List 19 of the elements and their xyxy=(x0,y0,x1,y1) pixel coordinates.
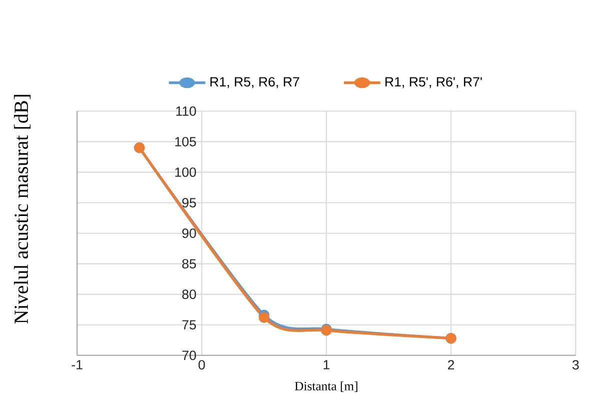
y-tick-label: 75 xyxy=(182,320,196,330)
y-tick-label: 100 xyxy=(175,167,196,177)
x-tick-label: 3 xyxy=(572,360,579,370)
y-tick-label: 90 xyxy=(182,228,196,238)
y-axis-title: Nivelul acustic masurat [dB] xyxy=(14,94,31,324)
y-tick-label: 70 xyxy=(182,350,196,360)
x-tick-label: 2 xyxy=(448,360,454,370)
y-tick-label: 80 xyxy=(182,289,196,299)
legend-label: R1, R5, R6, R7 xyxy=(210,76,300,88)
x-tick-label: 1 xyxy=(324,360,330,370)
y-tick-label: 85 xyxy=(182,258,196,268)
y-tick-label: 110 xyxy=(176,106,196,116)
y-tick-label: 95 xyxy=(182,198,196,208)
x-tick-label: 0 xyxy=(198,360,205,370)
x-axis-title: Distanta [m] xyxy=(294,381,358,392)
legend-label: R1, R5', R6', R7' xyxy=(385,76,482,88)
point xyxy=(258,312,270,323)
y-tick-label: 105 xyxy=(175,136,196,146)
x-tick-label: -1 xyxy=(72,360,82,370)
